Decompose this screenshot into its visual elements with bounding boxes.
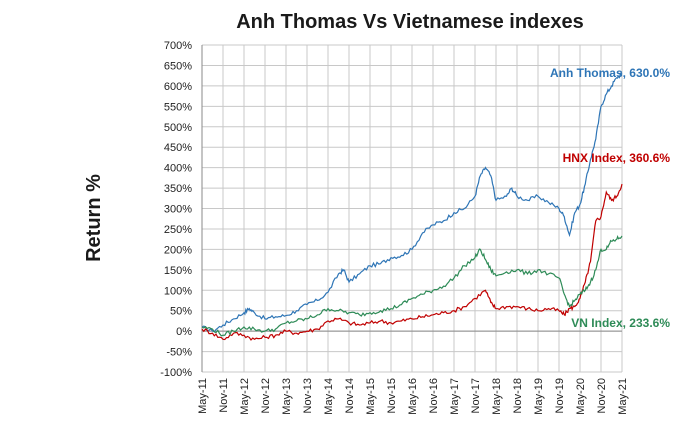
y-tick-label: 0%: [176, 326, 192, 338]
y-tick-label: 300%: [164, 204, 192, 216]
y-tick-label: 100%: [164, 285, 192, 297]
x-tick-label: May-21: [617, 378, 629, 415]
x-tick-label: Nov-14: [344, 378, 356, 413]
x-tick-label: May-15: [365, 378, 377, 415]
x-tick-label: May-18: [491, 378, 503, 415]
x-tick-label: Nov-19: [554, 378, 566, 413]
y-tick-label: 50%: [170, 306, 192, 318]
series-end-labels: Anh Thomas, 630.0% HNX Index, 360.6% VN In…: [550, 66, 670, 330]
x-tick-label: Nov-17: [470, 378, 482, 413]
x-tick-label: Nov-11: [218, 378, 230, 413]
chart-title: Anh Thomas Vs Vietnamese indexes: [236, 11, 584, 33]
y-tick-label: 550%: [164, 101, 192, 113]
y-tick-label: 350%: [164, 183, 192, 195]
y-tick-label: 650%: [164, 60, 192, 72]
series-line-vn-index: [201, 235, 623, 337]
y-tick-label: 450%: [164, 142, 192, 154]
series-line-hnx-index: [201, 183, 623, 341]
x-tick-label: May-20: [575, 378, 587, 415]
x-tick-label: May-13: [281, 378, 293, 415]
y-tick-label: -50%: [166, 347, 192, 359]
x-tick-label: Nov-18: [512, 378, 524, 413]
x-tick-label: Nov-13: [302, 378, 314, 413]
x-tick-label: Nov-20: [596, 378, 608, 413]
x-tick-label: May-19: [533, 378, 545, 415]
axes: -100% -50% 0% 50% 100% 150% 200% 250% 300% 350% 40…: [160, 40, 629, 415]
x-tick-label: Nov-15: [386, 378, 398, 413]
x-tick-label: May-17: [449, 378, 461, 415]
y-tick-label: 250%: [164, 224, 192, 236]
series-lines: [201, 71, 623, 341]
y-tick-label: 700%: [164, 40, 192, 52]
x-tick-label: Nov-12: [260, 378, 272, 413]
y-tick-label: 400%: [164, 163, 192, 175]
y-tick-label: 150%: [164, 265, 192, 277]
y-tick-label: 200%: [164, 244, 192, 256]
x-tick-label: Nov-16: [428, 378, 440, 413]
series-end-label: VN Index, 233.6%: [571, 316, 670, 330]
x-tick-label: May-11: [197, 378, 209, 414]
series-end-label: HNX Index, 360.6%: [563, 151, 671, 165]
series-end-label: Anh Thomas, 630.0%: [550, 66, 670, 80]
y-tick-label: 500%: [164, 122, 192, 134]
series-line-anh-thomas: [201, 71, 623, 333]
x-tick-label: May-16: [407, 378, 419, 415]
y-tick-label: -100%: [160, 367, 192, 379]
x-tick-label: May-12: [239, 378, 251, 415]
y-axis-label: Return %: [83, 174, 105, 262]
y-tick-label: 600%: [164, 81, 192, 93]
x-tick-label: May-14: [323, 378, 335, 415]
